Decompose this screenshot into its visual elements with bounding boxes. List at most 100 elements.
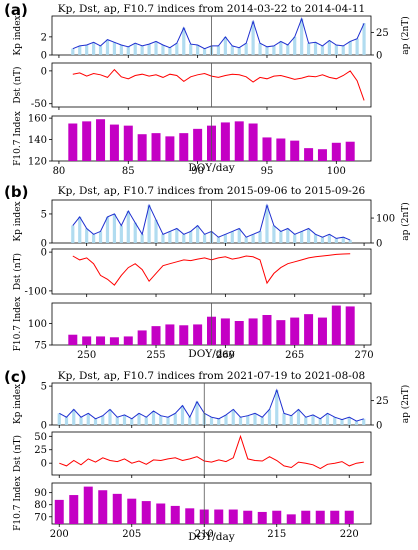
x-axis-label: DOY/day <box>188 348 234 360</box>
ap-bar <box>244 237 248 243</box>
ap-bar <box>92 42 96 55</box>
dst-y-tick-label: 50 <box>34 432 47 443</box>
f107-ylabel: F10.7 Index <box>13 476 23 531</box>
ap-bar <box>144 417 148 425</box>
ap-bar <box>202 234 207 243</box>
f107-bar <box>123 336 133 345</box>
f107-bar <box>317 149 327 161</box>
ap-bar <box>101 415 105 425</box>
ap-bar <box>253 413 257 425</box>
x-tick-label: 100 <box>327 166 346 177</box>
dst-ylabel: Dst (nT) <box>12 435 23 472</box>
f107-bar <box>315 510 325 524</box>
ap-bar <box>237 47 241 55</box>
ap-bar <box>85 45 89 55</box>
dst-y-tick-label: 0 <box>41 66 47 77</box>
kp-y-tick-label: 2 <box>41 32 47 43</box>
f107-y-tick-label: 120 <box>28 157 47 168</box>
f107-bar <box>257 511 267 524</box>
f107-bar <box>344 510 354 524</box>
f107-bar <box>317 317 327 345</box>
f107-bar <box>276 320 286 345</box>
ap-bar <box>188 417 192 425</box>
kp-y-tick-label: 5 <box>41 209 47 220</box>
f107-bar <box>248 318 258 345</box>
f107-y-tick-label: 160 <box>28 114 47 125</box>
ap-bar <box>293 234 297 243</box>
f107-bar <box>165 136 175 161</box>
panel-label: (a) <box>4 1 28 19</box>
ap-bar <box>166 417 170 425</box>
ap-bar <box>362 23 366 55</box>
panel-label: (c) <box>4 368 27 386</box>
ap-bar <box>304 417 308 425</box>
ap-bar <box>119 225 123 243</box>
ap-bar <box>196 225 200 243</box>
f107-bar <box>301 510 311 524</box>
ap-bar <box>231 409 235 425</box>
ap-bar <box>98 231 103 243</box>
ap-bar <box>196 45 200 55</box>
ap-bar <box>258 231 262 243</box>
x-tick-label: 205 <box>122 529 141 540</box>
x-tick-label: 220 <box>340 529 359 540</box>
ap-tick-label: 0 <box>376 239 382 250</box>
x-tick-label: 200 <box>50 529 69 540</box>
f107-bar <box>304 148 314 161</box>
ap-bar <box>313 234 318 243</box>
ap-bar <box>151 411 156 425</box>
ap-bar <box>119 45 123 55</box>
ap-bar <box>202 48 207 55</box>
ap-bar <box>108 409 112 425</box>
f107-bar <box>151 326 161 345</box>
ap-bar <box>341 237 345 243</box>
ap-bar <box>279 231 283 243</box>
f107-bar <box>137 134 147 161</box>
dst-y-tick-label: 25 <box>34 445 47 456</box>
f107-ylabel: F10.7 Index <box>13 297 23 352</box>
ap-bar <box>195 401 199 425</box>
f107-bar <box>96 119 106 161</box>
ap-tick-label: 25 <box>376 28 389 39</box>
f107-y-tick-label: 140 <box>28 135 47 146</box>
x-tick-label: 215 <box>267 529 286 540</box>
ap-bar <box>334 45 338 55</box>
kp-ylabel: Kp index <box>13 201 23 241</box>
ap-bar <box>238 417 243 425</box>
ap-bar <box>286 228 290 243</box>
dst-y-tick-label: 0 <box>41 459 47 470</box>
chart-panel-b: (b) Kp, Dst, ap, F10.7 indices from 2015-… <box>4 183 411 361</box>
ap-bar <box>189 44 193 55</box>
f107-bar <box>214 509 224 524</box>
ap-bar <box>251 21 255 55</box>
ap-bar <box>92 234 96 243</box>
ap-bar <box>230 45 234 55</box>
ap-bar <box>355 38 359 55</box>
ap-bar <box>362 418 366 425</box>
f107-bar <box>141 501 151 524</box>
x-tick-label: 210 <box>195 529 214 540</box>
f107-bar <box>262 315 272 345</box>
f107-bar <box>98 490 108 524</box>
ap-bar <box>161 234 165 243</box>
ap-bar <box>112 42 117 55</box>
chart-panel-c: (c) Kp, Dst, ap, F10.7 indices from 2021-… <box>4 368 411 543</box>
ap-bar <box>341 45 345 55</box>
ap-bar <box>189 231 193 243</box>
ap-bar <box>230 231 234 243</box>
ap-bar <box>71 225 75 243</box>
ap-bar <box>140 45 144 55</box>
ap-bar <box>300 231 304 243</box>
f107-bar <box>290 317 300 345</box>
ap-bar <box>327 40 331 55</box>
f107-bar <box>123 125 133 161</box>
f107-bar <box>137 330 147 345</box>
ap-bar <box>275 390 279 425</box>
ap-bar <box>105 216 110 243</box>
ap-bar <box>217 418 221 425</box>
dst-ylabel: Dst (nT) <box>12 253 23 290</box>
f107-bar <box>165 324 175 345</box>
ap-bar <box>216 237 221 243</box>
f107-y-tick-label: 80 <box>34 500 47 511</box>
